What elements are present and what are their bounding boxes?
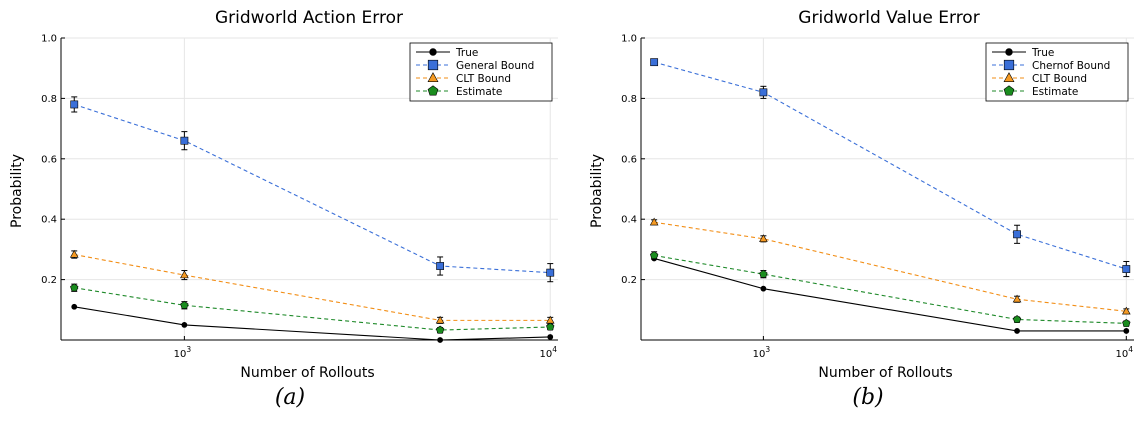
data-point-estimate [435, 325, 445, 334]
data-point-estimate [759, 269, 768, 278]
legend-label-true: True [455, 47, 478, 59]
legend-label-estimate: Estimate [456, 86, 502, 98]
series-line-true [653, 257, 1127, 332]
y-axis-label: Probability [589, 154, 605, 228]
y-tick-label: 0.6 [621, 154, 637, 165]
series-line-clt [654, 221, 1127, 312]
data-point-clt [180, 270, 189, 279]
data-point-general [1122, 265, 1131, 273]
data-point-general [759, 88, 768, 97]
legend-marker-clt [427, 72, 439, 82]
legend-label-clt: CLT Bound [1032, 73, 1087, 85]
data-point-true [1014, 328, 1020, 334]
legend-marker-true [429, 48, 437, 56]
legend-marker-estimate [1003, 85, 1015, 96]
chart-title: Gridworld Action Error [215, 8, 403, 28]
y-tick-label: 0.4 [41, 215, 57, 226]
x-tick-label: 103 [174, 345, 192, 360]
data-point-clt [759, 234, 768, 242]
series-estimate [70, 283, 555, 334]
data-point-true [760, 285, 767, 292]
data-point-true [71, 303, 78, 310]
chart-title: Gridworld Value Error [798, 8, 979, 28]
data-point-clt [649, 217, 659, 226]
legend-marker-estimate [427, 85, 439, 96]
y-tick-label: 0.2 [621, 275, 637, 286]
data-point-true [181, 321, 188, 328]
series-line-general [653, 61, 1127, 270]
series-true [71, 303, 554, 343]
y-tick-label: 0.4 [621, 215, 637, 226]
data-point-true [547, 334, 554, 340]
data-point-estimate [649, 251, 659, 259]
legend-marker-general [1003, 59, 1015, 71]
legend-marker-general [427, 59, 439, 71]
y-tick-label: 0.8 [621, 94, 637, 105]
legend-label-general: General Bound [456, 60, 534, 72]
legend-marker-true [1005, 48, 1013, 56]
legend-label-clt: CLT Bound [456, 73, 511, 85]
series-general [70, 96, 555, 283]
x-tick-label: 103 [753, 345, 771, 360]
data-point-general [1013, 230, 1021, 239]
series-line-true [74, 306, 551, 341]
series-clt [69, 249, 555, 324]
series-line-general [74, 103, 551, 274]
data-point-estimate [70, 283, 79, 292]
x-axis-label: Number of Rollouts [818, 365, 952, 381]
data-point-clt [1121, 306, 1131, 315]
data-point-general [436, 262, 445, 270]
y-tick-label: 1.0 [41, 34, 57, 45]
legend-label-general: Chernof Bound [1032, 60, 1110, 72]
series-line-clt [74, 253, 551, 321]
data-point-true [437, 337, 444, 343]
data-point-clt [1012, 294, 1022, 303]
chart-panel-2: 0.2 0.4 0.6 0.8 1.0 103 104 Gridworld Value Err… [589, 8, 1134, 410]
y-tick-label: 0.6 [41, 154, 57, 165]
x-axis-label: Number of Rollouts [240, 365, 374, 381]
y-tick-label: 0.2 [41, 275, 57, 286]
y-axis-label: Probability [9, 154, 25, 228]
data-point-general [650, 58, 659, 67]
series-estimate [649, 251, 1131, 327]
data-point-true [1123, 328, 1130, 334]
y-tick-label: 0.8 [41, 94, 57, 105]
legend-marker-clt [1003, 72, 1015, 82]
data-point-general [70, 100, 79, 109]
x-tick-label: 104 [1116, 345, 1134, 360]
series-line-estimate [74, 287, 551, 331]
series-general [650, 58, 1131, 278]
data-point-estimate [1012, 315, 1022, 323]
data-point-clt [435, 315, 445, 324]
data-point-estimate [1122, 319, 1131, 327]
legend-label-estimate: Estimate [1032, 86, 1078, 98]
data-point-general [546, 268, 555, 277]
chart-panel-1: 0.2 0.4 0.6 0.8 1.0 103 104 Gridworld Action Er… [9, 8, 558, 410]
data-point-general [180, 136, 189, 145]
subfigure-caption: (b) [852, 385, 883, 410]
y-tick-label: 1.0 [621, 34, 637, 45]
series-line-estimate [654, 254, 1127, 324]
data-point-estimate [180, 300, 189, 309]
legend-label-true: True [1031, 47, 1054, 59]
data-point-clt [69, 249, 79, 258]
x-tick-label: 104 [539, 345, 557, 360]
data-point-estimate [546, 322, 555, 331]
series-clt [649, 217, 1131, 315]
subfigure-caption: (a) [275, 385, 305, 410]
